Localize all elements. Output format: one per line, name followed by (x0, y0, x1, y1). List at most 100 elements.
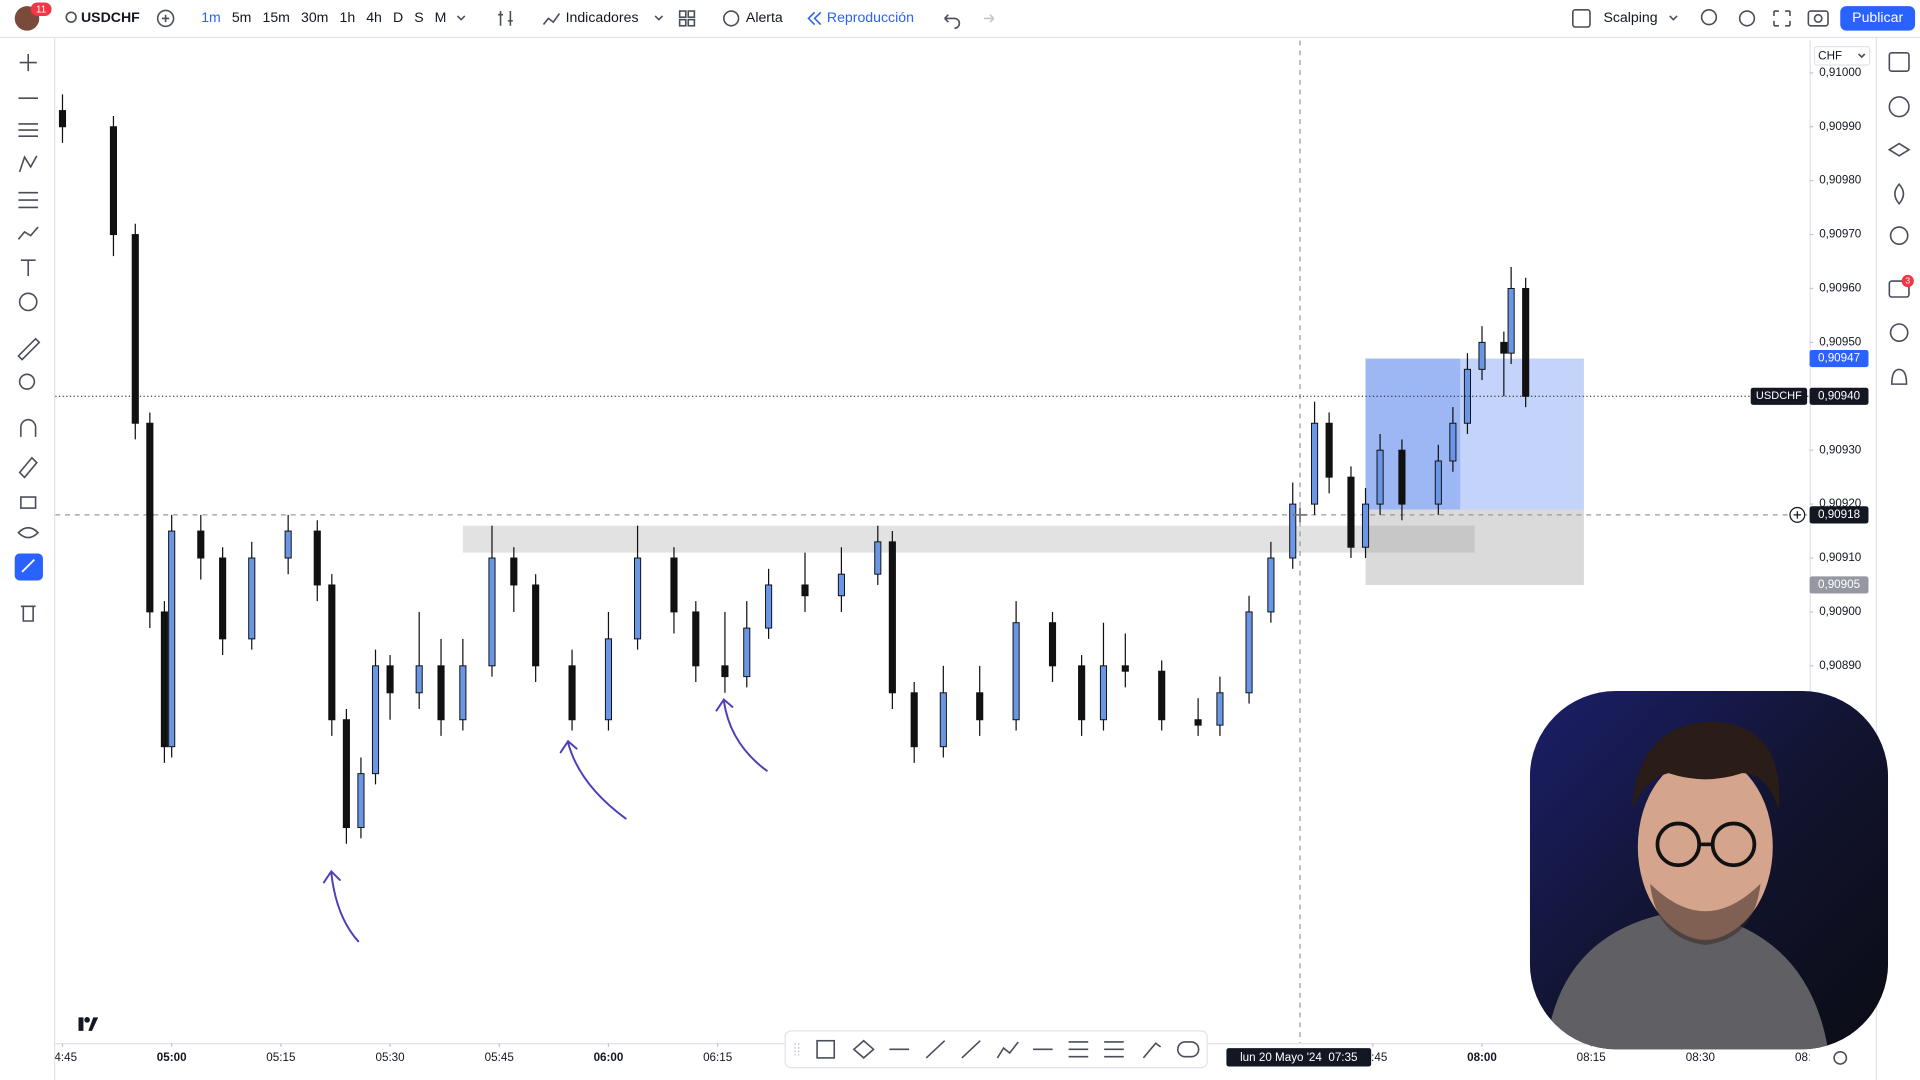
snapshot-button[interactable] (1807, 10, 1829, 27)
interval-button[interactable]: 30m (301, 9, 328, 25)
lock-tool[interactable] (20, 496, 37, 509)
candle-body (328, 584, 336, 721)
callout-tool[interactable] (1176, 1041, 1200, 1058)
redo-button[interactable] (983, 14, 995, 23)
candle-body (1078, 665, 1086, 721)
rotated-rect-tool[interactable] (852, 1039, 875, 1059)
currency-caret (1858, 53, 1866, 59)
crosshair-tool[interactable] (19, 54, 37, 72)
link-tool-active[interactable] (14, 553, 43, 581)
layout-icon (678, 18, 687, 27)
candle-body (874, 541, 882, 575)
layout-icon (687, 10, 696, 18)
interval-button[interactable]: D (393, 9, 403, 25)
prediction-tool[interactable] (18, 191, 39, 209)
emoji-tool[interactable] (18, 292, 38, 312)
candle-body (765, 584, 773, 629)
layout-name[interactable]: Scalping (1603, 9, 1657, 25)
hotlist-button[interactable] (1894, 182, 1905, 205)
y-tick-label: 0,90970 (1819, 228, 1862, 241)
arrow (715, 698, 768, 772)
axis-settings[interactable] (1833, 1050, 1848, 1065)
fib-retracement-tool[interactable] (1068, 1041, 1089, 1058)
alert-button[interactable]: Alerta (746, 9, 783, 25)
stay-drawing-tool[interactable] (18, 456, 38, 479)
hide-tool[interactable] (17, 526, 40, 539)
indicators-button[interactable]: Indicadores (566, 9, 639, 25)
publish-button[interactable] (1840, 6, 1916, 31)
text-tool[interactable] (20, 259, 36, 277)
candle-body (604, 638, 613, 721)
candle-body (342, 719, 350, 829)
fib-tool[interactable] (18, 123, 39, 138)
candle-body (1361, 503, 1370, 548)
candle-body (976, 692, 984, 721)
replay-button[interactable]: Reproducción (827, 9, 914, 25)
x-tick-label: 08:15 (1577, 1051, 1606, 1064)
arrow (559, 739, 627, 820)
rect-tool[interactable] (816, 1039, 836, 1059)
candle-body (131, 234, 139, 424)
zoom-tool[interactable] (18, 373, 36, 390)
compare-plus (161, 14, 170, 23)
fib-extension-tool[interactable] (1104, 1041, 1124, 1058)
ray-tool[interactable] (961, 1040, 981, 1059)
interval-button[interactable]: 15m (262, 9, 289, 25)
quick-search-button[interactable] (1700, 9, 1718, 26)
y-tick-label: 0,90910 (1819, 551, 1862, 564)
cursor (1292, 507, 1308, 523)
streams-button[interactable] (1889, 323, 1909, 342)
pattern-tool[interactable] (18, 155, 38, 173)
layout-icon[interactable] (678, 10, 687, 18)
trend-tool[interactable] (925, 1040, 946, 1059)
alerts-button[interactable] (1888, 96, 1910, 118)
settings-button[interactable] (1738, 10, 1756, 27)
interval-button[interactable]: 5m (232, 9, 252, 25)
undo-button[interactable] (944, 14, 961, 30)
candle-body (1434, 460, 1442, 505)
price-label-box (1809, 387, 1869, 405)
x-tick-label: 05:15 (266, 1051, 295, 1064)
interval-button[interactable]: 4h (366, 9, 382, 25)
chart-type-button[interactable] (498, 11, 513, 26)
chat-button[interactable] (1888, 280, 1910, 298)
compare-button[interactable] (156, 9, 175, 28)
candle-body (532, 584, 540, 667)
arrow (322, 869, 360, 943)
delete-tool[interactable] (20, 605, 36, 622)
webcam-overlay (1529, 690, 1889, 1050)
interval-button[interactable]: M (435, 9, 447, 25)
fullscreen-button[interactable] (1773, 10, 1791, 27)
candle-body (634, 557, 642, 640)
candle-body (1376, 449, 1384, 505)
candle-body (1325, 422, 1333, 478)
x-tick-label: 08:00 (1467, 1051, 1497, 1064)
price-label-box (1809, 576, 1869, 594)
candle-body (888, 541, 896, 694)
interval-button[interactable]: 1m (201, 9, 221, 25)
currency-select[interactable] (1813, 46, 1871, 66)
add-alert-plus (1793, 511, 1801, 519)
brush-tool[interactable] (1142, 1042, 1162, 1059)
price-label: 0,90940 (1818, 389, 1861, 402)
magnet-tool[interactable] (20, 419, 37, 437)
publish-label: Publicar (1852, 9, 1903, 25)
candle-body (58, 110, 67, 128)
interval-button[interactable]: 1h (339, 9, 355, 25)
symbol-search[interactable]: USDCHF (81, 9, 140, 25)
interval-button[interactable]: S (414, 9, 423, 25)
candle-body (1289, 503, 1297, 559)
ideas-button[interactable] (1889, 226, 1909, 246)
layout-checkbox[interactable] (1572, 9, 1591, 28)
zone (462, 525, 1475, 553)
notifications-button[interactable] (1890, 368, 1908, 385)
ruler-tool[interactable] (17, 337, 41, 361)
indicators-caret (654, 15, 664, 21)
brush-tool[interactable] (17, 226, 39, 240)
layout-icon (687, 18, 696, 27)
watchlist-button[interactable] (1888, 51, 1910, 72)
candle-body (939, 692, 947, 748)
path-tool[interactable] (996, 1041, 1019, 1059)
objects-button[interactable] (1887, 142, 1911, 157)
